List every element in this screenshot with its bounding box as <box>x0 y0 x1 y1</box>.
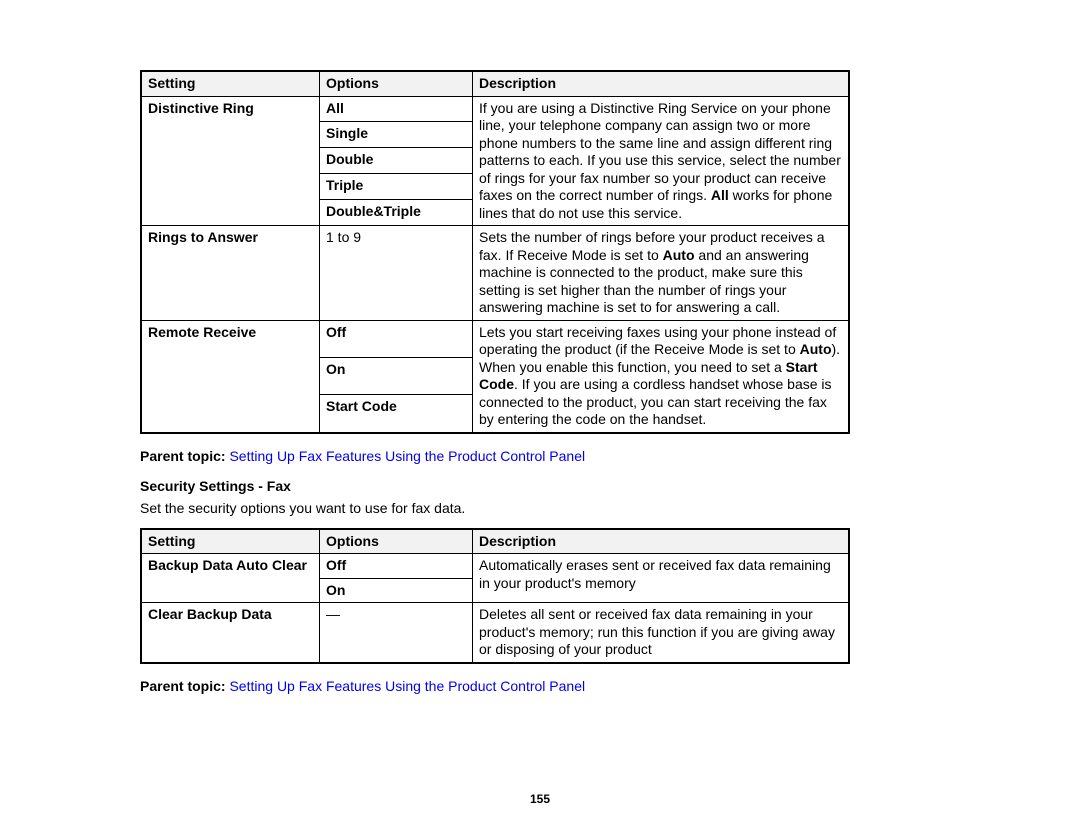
setting-name: Rings to Answer <box>141 226 320 321</box>
setting-name: Remote Receive <box>141 320 320 433</box>
header-setting: Setting <box>141 71 320 96</box>
option-value: Start Code <box>320 394 473 432</box>
page-number: 155 <box>0 792 1080 806</box>
parent-topic-label: Parent topic: <box>140 678 226 694</box>
header-description: Description <box>473 71 850 96</box>
table-header-row: Setting Options Description <box>141 71 849 96</box>
desc-bold: Auto <box>663 247 695 263</box>
option-value: Double <box>320 148 473 174</box>
desc-bold: All <box>711 187 729 203</box>
table-header-row: Setting Options Description <box>141 529 849 554</box>
setting-description: Deletes all sent or received fax data re… <box>473 603 850 663</box>
header-description: Description <box>473 529 850 554</box>
setting-description: Sets the number of rings before your pro… <box>473 226 850 321</box>
table-row: Distinctive Ring All If you are using a … <box>141 96 849 122</box>
parent-topic-link[interactable]: Setting Up Fax Features Using the Produc… <box>229 678 585 694</box>
header-setting: Setting <box>141 529 320 554</box>
setting-description: If you are using a Distinctive Ring Serv… <box>473 96 850 226</box>
option-value: On <box>320 357 473 394</box>
section-title: Security Settings - Fax <box>140 478 940 494</box>
setting-description: Automatically erases sent or received fa… <box>473 554 850 603</box>
header-options: Options <box>320 529 473 554</box>
document-page: Setting Options Description Distinctive … <box>0 0 1080 834</box>
setting-name: Backup Data Auto Clear <box>141 554 320 603</box>
table-row: Remote Receive Off Lets you start receiv… <box>141 320 849 357</box>
option-value: Off <box>320 554 473 579</box>
setting-description: Lets you start receiving faxes using you… <box>473 320 850 433</box>
parent-topic: Parent topic: Setting Up Fax Features Us… <box>140 448 940 464</box>
table-row: Rings to Answer 1 to 9 Sets the number o… <box>141 226 849 321</box>
option-value: Off <box>320 320 473 357</box>
option-value: Double&Triple <box>320 200 473 226</box>
setting-name: Clear Backup Data <box>141 603 320 663</box>
parent-topic-link[interactable]: Setting Up Fax Features Using the Produc… <box>229 448 585 464</box>
option-value: All <box>320 96 473 122</box>
section-description: Set the security options you want to use… <box>140 500 940 516</box>
option-value: — <box>320 603 473 663</box>
desc-text: Lets you start receiving faxes using you… <box>479 324 836 358</box>
header-options: Options <box>320 71 473 96</box>
settings-table-2: Setting Options Description Backup Data … <box>140 528 850 664</box>
desc-bold: Auto <box>800 341 832 357</box>
settings-table-1: Setting Options Description Distinctive … <box>140 70 850 434</box>
option-value: Triple <box>320 174 473 200</box>
setting-name: Distinctive Ring <box>141 96 320 226</box>
parent-topic: Parent topic: Setting Up Fax Features Us… <box>140 678 940 694</box>
option-value: On <box>320 578 473 603</box>
table-row: Clear Backup Data — Deletes all sent or … <box>141 603 849 663</box>
table-row: Backup Data Auto Clear Off Automatically… <box>141 554 849 579</box>
option-value: 1 to 9 <box>320 226 473 321</box>
parent-topic-label: Parent topic: <box>140 448 226 464</box>
option-value: Single <box>320 122 473 148</box>
desc-text: . If you are using a cordless handset wh… <box>479 376 832 427</box>
